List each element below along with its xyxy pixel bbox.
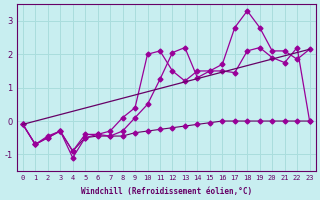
X-axis label: Windchill (Refroidissement éolien,°C): Windchill (Refroidissement éolien,°C) (81, 187, 252, 196)
